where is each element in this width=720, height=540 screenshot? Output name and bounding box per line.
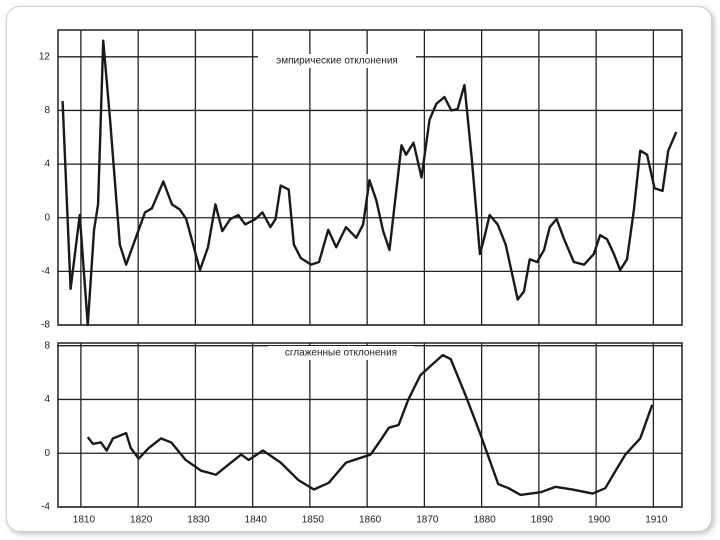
x-tick-label: 1840 bbox=[245, 515, 268, 526]
y-tick-label: 8 bbox=[44, 340, 50, 351]
plot-frame bbox=[57, 29, 683, 326]
x-tick-label: 1850 bbox=[302, 515, 325, 526]
y-tick-label: 4 bbox=[44, 394, 50, 405]
plot-frame bbox=[57, 342, 683, 508]
annotation-bg bbox=[268, 346, 414, 360]
x-tick-label: 1860 bbox=[359, 515, 382, 526]
x-tick-label: 1890 bbox=[531, 515, 554, 526]
y-tick-label: 0 bbox=[44, 448, 50, 459]
slide-frame bbox=[6, 6, 712, 532]
y-tick-label: -4 bbox=[41, 266, 50, 277]
annotation: эмпирические отклонения bbox=[276, 56, 398, 67]
y-tick-label: 0 bbox=[44, 212, 50, 223]
x-tick-label: 1830 bbox=[187, 515, 210, 526]
x-tick-label: 1820 bbox=[130, 515, 153, 526]
x-tick-label: 1870 bbox=[416, 515, 439, 526]
data-line bbox=[86, 353, 654, 497]
x-tick-label: 1810 bbox=[73, 515, 96, 526]
y-tick-label: 4 bbox=[44, 159, 50, 170]
y-tick-label: -4 bbox=[41, 502, 50, 513]
y-tick-label: -8 bbox=[41, 320, 50, 331]
x-tick-label: 1910 bbox=[645, 515, 668, 526]
x-tick-label: 1900 bbox=[588, 515, 611, 526]
data-line bbox=[61, 39, 678, 327]
y-tick-label: 8 bbox=[44, 105, 50, 116]
annotation-bg bbox=[258, 54, 416, 68]
y-tick-label: 12 bbox=[39, 51, 51, 62]
x-tick-label: 1880 bbox=[474, 515, 497, 526]
annotation: сглаженные отклонения bbox=[285, 348, 397, 359]
